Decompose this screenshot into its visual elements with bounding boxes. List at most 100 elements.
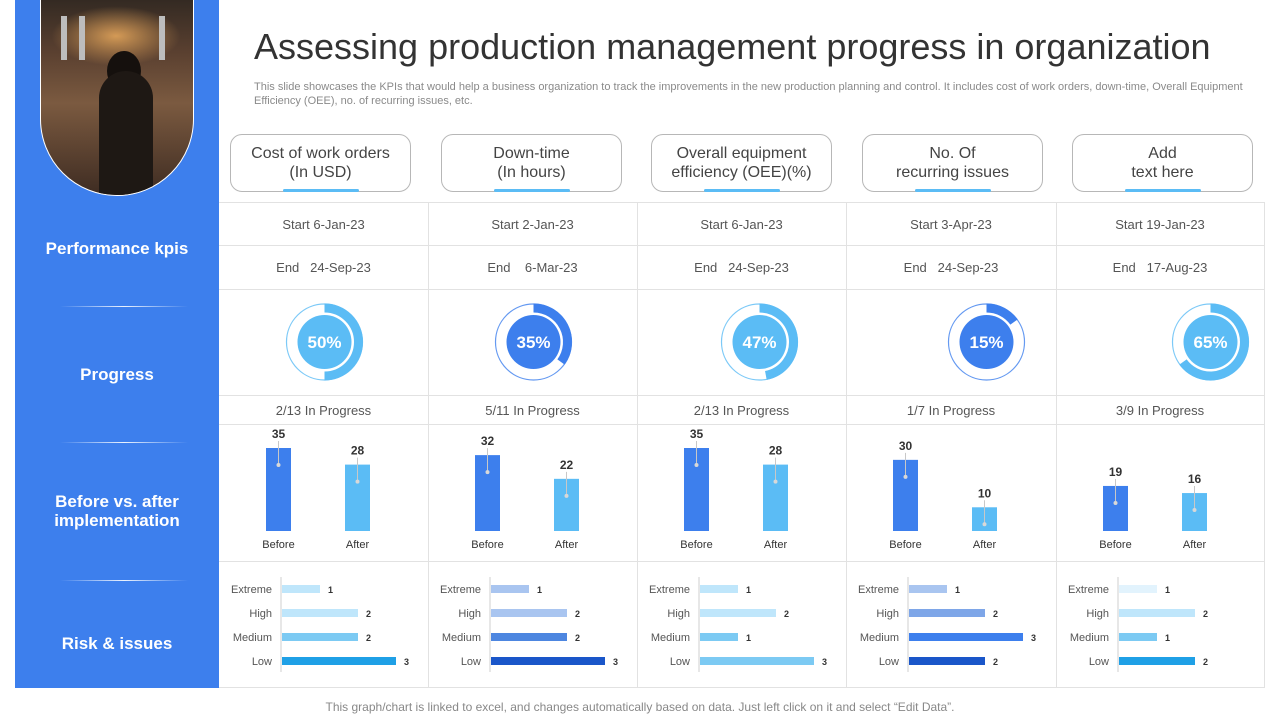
bar-category-label: After	[764, 539, 788, 551]
progress-ring-track	[1171, 303, 1250, 381]
grid-line	[219, 245, 1265, 246]
bar-after	[763, 464, 788, 531]
data-label-dot	[485, 470, 490, 475]
page-title: Assessing production management progress…	[254, 26, 1211, 67]
risk-category-label: High	[667, 608, 690, 620]
data-label-dot	[564, 493, 569, 498]
column-header-recurring: No. Of recurring issues	[862, 134, 1043, 192]
start-date: Start 19-Jan-23	[1115, 217, 1205, 232]
bar-value-label: 22	[560, 458, 574, 472]
progress-center-disc	[1183, 315, 1238, 369]
risk-category-label: Medium	[442, 632, 481, 644]
risk-bar	[1119, 609, 1195, 617]
progress-percent-label: 35%	[516, 333, 550, 352]
bar-value-label: 32	[481, 434, 495, 448]
progress-ring-track	[494, 303, 573, 381]
in-progress-count: 2/13 In Progress	[693, 403, 790, 418]
risk-bar	[700, 609, 776, 617]
sidebar-divider	[60, 306, 188, 307]
bar-value-label: 35	[272, 427, 286, 441]
sidebar-label-before-after: Before vs. after implementation	[54, 492, 180, 530]
risk-value-label: 2	[575, 633, 580, 643]
risk-category-label: Extreme	[649, 584, 690, 596]
risk-bar	[700, 585, 738, 593]
bar-category-label: After	[973, 539, 997, 551]
bar-before	[475, 455, 500, 531]
risk-bar	[909, 657, 985, 665]
progress-center-disc	[959, 315, 1014, 369]
bar-after	[1182, 493, 1207, 531]
end-date: End 24-Sep-23	[903, 260, 999, 275]
start-date: Start 3-Apr-23	[910, 217, 992, 232]
sidebar-divider	[60, 580, 188, 581]
progress-center-disc	[297, 315, 352, 369]
progress-ring-arc	[324, 303, 363, 381]
risk-value-label: 3	[404, 657, 409, 667]
bar-category-label: Before	[471, 539, 503, 551]
progress-percent-label: 47%	[742, 333, 776, 352]
progress-center-disc	[506, 315, 561, 369]
grid-line	[846, 202, 847, 688]
in-progress-count: 5/11 In Progress	[485, 403, 580, 418]
risk-bar	[282, 585, 320, 593]
bar-value-label: 19	[1109, 465, 1123, 479]
bar-before	[1103, 485, 1128, 531]
bar-value-label: 28	[351, 444, 365, 458]
risk-bar	[1119, 657, 1195, 665]
risk-value-label: 2	[784, 609, 789, 619]
risk-value-label: 2	[1203, 609, 1208, 619]
footer-note: This graph/chart is linked to excel, and…	[325, 700, 955, 714]
column-header-cost: Cost of work orders (In USD)	[230, 134, 411, 192]
bar-after	[345, 464, 370, 531]
risk-value-label: 1	[1165, 633, 1170, 643]
data-label-dot	[773, 479, 778, 484]
grid-line	[1264, 202, 1265, 688]
bar-category-label: After	[346, 539, 370, 551]
risk-category-label: Medium	[233, 632, 272, 644]
column-header-oee: Overall equipment efficiency (OEE)(%)	[651, 134, 832, 192]
risk-value-label: 1	[537, 585, 542, 595]
sidebar-divider	[60, 442, 188, 443]
risk-value-label: 2	[366, 609, 371, 619]
grid-line	[219, 202, 1265, 203]
bar-value-label: 35	[690, 427, 704, 441]
progress-ring-track	[720, 303, 799, 381]
sidebar-label-performance: Performance kpis	[45, 239, 189, 258]
risk-category-label: Low	[1089, 656, 1109, 668]
data-label-dot	[355, 479, 360, 484]
risk-category-label: Low	[879, 656, 899, 668]
progress-center-disc	[732, 315, 787, 369]
risk-bar	[700, 633, 738, 641]
progress-ring-arc	[986, 303, 1018, 325]
bar-before	[893, 459, 918, 531]
risk-value-label: 3	[613, 657, 618, 667]
risk-category-label: Extreme	[1068, 584, 1109, 596]
data-label-dot	[1113, 500, 1118, 505]
page-subtitle: This slide showcases the KPIs that would…	[254, 81, 1243, 107]
bar-value-label: 16	[1188, 472, 1202, 486]
risk-bar	[1119, 633, 1157, 641]
risk-value-label: 1	[955, 585, 960, 595]
bar-category-label: Before	[680, 539, 712, 551]
progress-ring-arc	[1179, 303, 1249, 381]
risk-category-label: Low	[670, 656, 690, 668]
bar-category-label: Before	[1099, 539, 1131, 551]
risk-bar	[491, 657, 605, 665]
progress-percent-label: 50%	[307, 333, 341, 352]
risk-bar	[909, 609, 985, 617]
end-date: End 24-Sep-23	[276, 260, 371, 275]
risk-category-label: High	[458, 608, 481, 620]
risk-value-label: 2	[366, 633, 371, 643]
bartender-photo	[40, 0, 194, 196]
grid-line	[219, 424, 1265, 425]
column-header-downtime: Down-time (In hours)	[441, 134, 622, 192]
end-date: End 17-Aug-23	[1112, 260, 1208, 275]
data-label-dot	[276, 463, 281, 467]
bar-before	[684, 448, 709, 531]
risk-value-label: 1	[746, 633, 751, 643]
data-label-dot	[982, 522, 987, 527]
risk-value-label: 2	[993, 609, 998, 619]
risk-bar	[909, 585, 947, 593]
risk-bar	[700, 657, 814, 665]
risk-bar	[491, 609, 567, 617]
